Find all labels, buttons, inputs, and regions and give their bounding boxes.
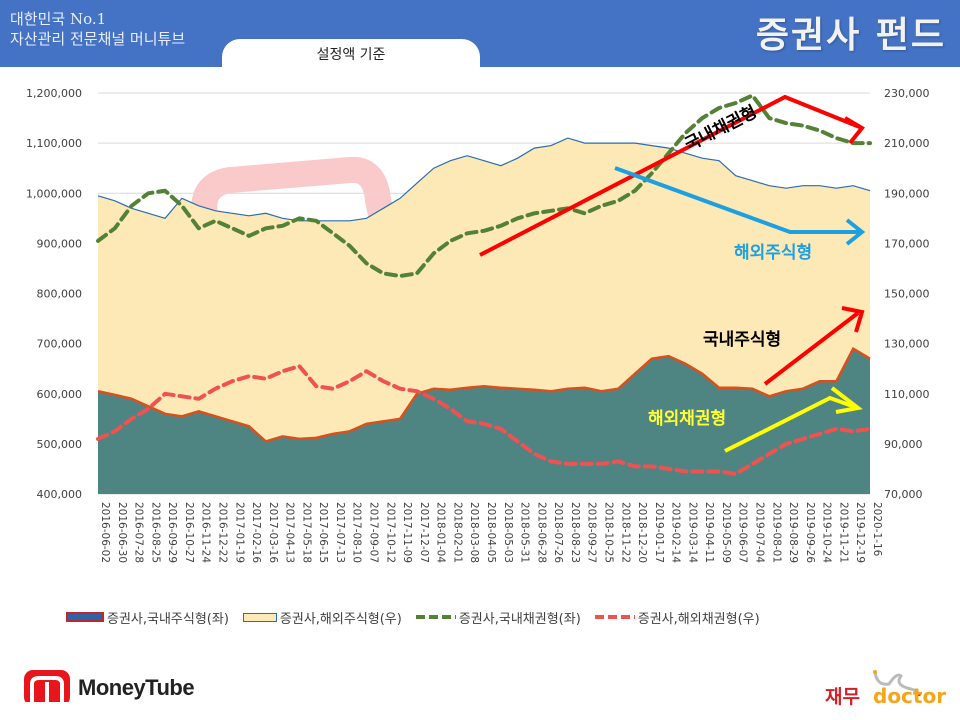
x-tick-label: 2017-10-12: [384, 502, 396, 563]
series-area: [98, 348, 870, 494]
legend-label: 증권사,해외채권형(우): [637, 611, 760, 627]
y-right-tick: 190,000: [884, 187, 930, 200]
x-tick-label: 2017-11-09: [401, 502, 413, 563]
legend-swatch-red-dash: [594, 615, 635, 619]
x-tick-label: 2018-08-23: [569, 502, 581, 563]
x-tick-label: 2016-06-30: [116, 502, 128, 563]
x-tick-label: 2019-09-26: [804, 502, 816, 563]
x-tick-label: 2018-09-27: [586, 502, 598, 563]
x-tick-label: 2017-08-10: [351, 502, 363, 563]
x-tick-label: 2018-05-31: [519, 502, 531, 563]
x-tick-label: 2018-04-05: [485, 502, 497, 563]
x-tick-label: 2018-01-04: [435, 502, 447, 563]
x-tick-label: 2019-04-11: [703, 502, 715, 563]
legend-swatch-green-dash: [415, 615, 456, 619]
jaemu-doctor-logo: 재무 doctor: [825, 668, 955, 712]
x-tick-label: 2019-03-14: [686, 502, 698, 563]
stethoscope-icon: [873, 670, 921, 696]
annotation-foreign-bond: 해외채권형: [648, 408, 726, 429]
y-left-tick: 400,000: [37, 488, 83, 501]
jaemu-logo-korean: 재무: [825, 686, 860, 708]
x-tick-label: 2019-12-19: [854, 502, 866, 563]
x-tick-label: 2017-07-13: [334, 502, 346, 563]
y-right-tick: 110,000: [884, 388, 930, 401]
series-area-edge: [97, 137, 871, 222]
x-tick-label: 2017-01-19: [233, 502, 245, 563]
legend-label: 증권사,국내채권형(좌): [458, 611, 581, 627]
moneytube-logo-text: MoneyTube: [78, 675, 195, 700]
x-tick-label: 2019-08-29: [787, 502, 799, 563]
y-right-tick: 210,000: [884, 137, 930, 150]
y-left-tick: 500,000: [37, 438, 83, 451]
legend-swatch-area-blue: [66, 612, 104, 622]
x-tick-label: 2018-11-22: [619, 502, 631, 563]
y-left-tick: 800,000: [37, 288, 83, 301]
y-left-tick: 1,100,000: [26, 137, 82, 150]
x-tick-label: 2016-07-28: [133, 502, 145, 563]
y-left-tick: 700,000: [37, 338, 83, 351]
x-tick-label: 2017-02-16: [250, 502, 262, 563]
moneytube-logo: MoneyTube: [22, 668, 195, 708]
x-tick-label: 2019-06-07: [737, 502, 749, 563]
x-tick-label: 2019-08-01: [770, 502, 782, 563]
y-right-tick: 90,000: [884, 438, 923, 451]
x-tick-label: 2019-07-04: [754, 502, 766, 563]
y-left-tick: 600,000: [37, 388, 83, 401]
chart-subtitle: 설정액 기준: [222, 39, 480, 73]
y-left-tick: 1,000,000: [26, 187, 82, 200]
y-right-tick: 130,000: [884, 338, 930, 351]
y-right-tick: 170,000: [884, 237, 930, 250]
series-dashed-line: [96, 364, 872, 476]
x-tick-label: 2019-11-21: [837, 502, 849, 563]
brand-tagline-1: 대한민국 No.1: [10, 10, 107, 28]
x-tick-label: 2016-06-02: [99, 502, 111, 563]
legend-item-foreign-equity[interactable]: 증권사,해외주식형(우): [242, 608, 402, 627]
header-banner: 대한민국 No.1 자산관리 전문채널 머니튜브 증권사 펀드 설정액 기준: [0, 0, 960, 73]
x-tick-label: 2019-02-14: [670, 502, 682, 563]
legend-item-domestic-equity[interactable]: 증권사,국내주식형(좌): [66, 608, 229, 627]
y-right-tick: 230,000: [884, 87, 930, 100]
chart-legend: 증권사,국내주식형(좌) 증권사,해외주식형(우) 증권사,국내채권형(좌) 증…: [66, 605, 926, 629]
x-tick-label: 2018-05-03: [502, 502, 514, 563]
x-tick-label: 2018-03-08: [468, 502, 480, 563]
y-right-tick: 70,000: [884, 488, 923, 501]
x-tick-label: 2017-09-07: [368, 502, 380, 563]
annotation-domestic-equity: 국내주식형: [703, 329, 781, 350]
legend-swatch-area-cream: [242, 612, 277, 622]
y-right-tick: 150,000: [884, 288, 930, 301]
moneytube-m-icon: [24, 670, 70, 706]
fund-chart: MoneyTube 1,200,000230,0001,100,000210,0…: [26, 87, 930, 563]
x-tick-label: 2017-12-07: [418, 502, 430, 563]
jaemu-logo-english: doctor: [873, 684, 947, 708]
x-tick-label: 2016-11-24: [200, 502, 212, 563]
x-tick-label: 2018-10-25: [602, 502, 614, 563]
brand-tagline-2: 자산관리 전문채널 머니튜브: [10, 30, 186, 48]
x-tick-label: 2019-01-17: [653, 502, 665, 563]
legend-label: 증권사,국내주식형(좌): [107, 611, 229, 627]
series-dashed-line: [96, 93, 872, 278]
y-left-tick: 900,000: [37, 237, 83, 250]
y-left-tick: 1,200,000: [26, 87, 82, 100]
series-area-edge: [97, 346, 871, 443]
legend-label: 증권사,해외주식형(우): [279, 611, 402, 627]
x-tick-label: 2019-05-09: [720, 502, 732, 563]
legend-item-domestic-bond[interactable]: 증권사,국내채권형(좌): [415, 608, 581, 627]
legend-item-foreign-bond[interactable]: 증권사,해외채권형(우): [594, 608, 760, 627]
x-tick-label: 2016-10-27: [183, 502, 195, 563]
x-tick-label: 2018-02-01: [451, 502, 463, 563]
x-tick-label: 2017-04-13: [284, 502, 296, 563]
x-tick-label: 2018-12-20: [636, 502, 648, 563]
x-tick-label: 2016-09-29: [166, 502, 178, 563]
page-title: 증권사 펀드: [755, 15, 946, 56]
x-tick-label: 2018-06-28: [535, 502, 547, 563]
annotation-foreign-equity: 해외주식형: [734, 242, 812, 263]
x-tick-label: 2020-1-16: [871, 502, 883, 557]
x-tick-label: 2016-08-25: [149, 502, 161, 563]
x-tick-label: 2017-06-15: [317, 502, 329, 563]
x-tick-label: 2018-07-26: [552, 502, 564, 563]
x-tick-label: 2017-03-16: [267, 502, 279, 563]
x-tick-label: 2016-12-22: [216, 502, 228, 563]
x-tick-label: 2017-05-18: [300, 502, 312, 563]
x-tick-label: 2019-10-24: [821, 502, 833, 563]
